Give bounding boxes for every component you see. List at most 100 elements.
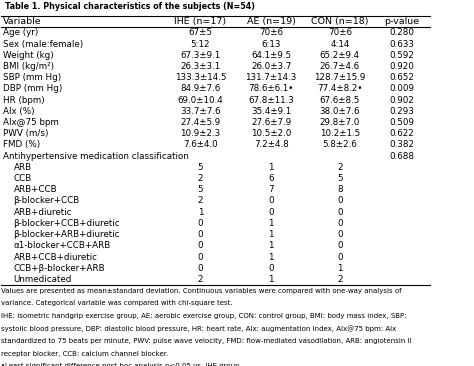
Text: 6: 6: [268, 174, 274, 183]
Text: Antihypertensive medication classification: Antihypertensive medication classificati…: [3, 152, 189, 161]
Text: Weight (kg): Weight (kg): [3, 51, 54, 60]
Text: β-blocker+CCB: β-blocker+CCB: [14, 197, 80, 205]
Text: 26.7±4.6: 26.7±4.6: [320, 62, 360, 71]
Text: 0: 0: [198, 241, 203, 250]
Text: 2: 2: [337, 275, 343, 284]
Text: 67.3±9.1: 67.3±9.1: [180, 51, 220, 60]
Text: 69.0±10.4: 69.0±10.4: [177, 96, 223, 105]
Text: FMD (%): FMD (%): [3, 141, 40, 149]
Text: 2: 2: [198, 275, 203, 284]
Text: α1-blocker+CCB+ARB: α1-blocker+CCB+ARB: [14, 241, 111, 250]
Text: ARB+CCB: ARB+CCB: [14, 185, 57, 194]
Text: variance. Categorical variable was compared with chi-square test.: variance. Categorical variable was compa…: [0, 300, 232, 306]
Text: CON (n=18): CON (n=18): [311, 17, 369, 26]
Text: Unmedicated: Unmedicated: [14, 275, 72, 284]
Text: 10.9±2.3: 10.9±2.3: [180, 129, 220, 138]
Text: IHE: isometric handgrip exercise group, AE: aerobic exercise group, CON: control: IHE: isometric handgrip exercise group, …: [0, 313, 406, 319]
Text: Age (yr): Age (yr): [3, 28, 38, 37]
Text: 0: 0: [268, 208, 274, 217]
Text: 5:12: 5:12: [191, 40, 210, 49]
Text: AE (n=19): AE (n=19): [247, 17, 296, 26]
Text: 0: 0: [198, 219, 203, 228]
Text: 64.1±9.5: 64.1±9.5: [251, 51, 291, 60]
Text: 0.902: 0.902: [390, 96, 415, 105]
Text: 78.6±6.1•: 78.6±6.1•: [248, 84, 294, 93]
Text: 5: 5: [337, 174, 343, 183]
Text: IHE (n=17): IHE (n=17): [174, 17, 227, 26]
Text: AIx (%): AIx (%): [3, 107, 35, 116]
Text: 2: 2: [198, 174, 203, 183]
Text: 0: 0: [337, 197, 343, 205]
Text: 0: 0: [198, 230, 203, 239]
Text: 67.8±11.3: 67.8±11.3: [248, 96, 294, 105]
Text: 70±6: 70±6: [259, 28, 283, 37]
Text: DBP (mm Hg): DBP (mm Hg): [3, 84, 62, 93]
Text: 133.3±14.5: 133.3±14.5: [174, 73, 226, 82]
Text: 1: 1: [268, 241, 274, 250]
Text: 0.009: 0.009: [390, 84, 415, 93]
Text: 35.4±9.1: 35.4±9.1: [251, 107, 292, 116]
Text: 128.7±15.9: 128.7±15.9: [314, 73, 365, 82]
Text: 1: 1: [268, 219, 274, 228]
Text: 65.2±9.4: 65.2±9.4: [320, 51, 360, 60]
Text: Sex (male:female): Sex (male:female): [3, 40, 83, 49]
Text: •Least significant difference post-hoc analysis p<0.05 vs. IHE group.: •Least significant difference post-hoc a…: [0, 363, 241, 366]
Text: 0.293: 0.293: [390, 107, 415, 116]
Text: 4:14: 4:14: [330, 40, 349, 49]
Text: CCB: CCB: [14, 174, 32, 183]
Text: 0.920: 0.920: [390, 62, 415, 71]
Text: 67±5: 67±5: [188, 28, 212, 37]
Text: Table 1. Physical characteristics of the subjects (N=54): Table 1. Physical characteristics of the…: [5, 2, 255, 11]
Text: SBP (mm Hg): SBP (mm Hg): [3, 73, 61, 82]
Text: 0.622: 0.622: [390, 129, 414, 138]
Text: receptor blocker, CCB: calcium channel blocker.: receptor blocker, CCB: calcium channel b…: [0, 351, 168, 356]
Text: 10.2±1.5: 10.2±1.5: [320, 129, 360, 138]
Text: 0.382: 0.382: [390, 141, 415, 149]
Text: 0.509: 0.509: [390, 118, 415, 127]
Text: 0.652: 0.652: [390, 73, 415, 82]
Text: 1: 1: [268, 253, 274, 262]
Text: 1: 1: [337, 264, 343, 273]
Text: 1: 1: [268, 275, 274, 284]
Text: 10.5±2.0: 10.5±2.0: [251, 129, 292, 138]
Text: 7: 7: [268, 185, 274, 194]
Text: 5: 5: [198, 163, 203, 172]
Text: AIx@75 bpm: AIx@75 bpm: [3, 118, 59, 127]
Text: BMI (kg/m²): BMI (kg/m²): [3, 62, 54, 71]
Text: 7.6±4.0: 7.6±4.0: [183, 141, 218, 149]
Text: 0.280: 0.280: [390, 28, 415, 37]
Text: 0: 0: [268, 264, 274, 273]
Text: 0.688: 0.688: [390, 152, 415, 161]
Text: 0.633: 0.633: [390, 40, 415, 49]
Text: 7.2±4.8: 7.2±4.8: [254, 141, 289, 149]
Text: p-value: p-value: [384, 17, 419, 26]
Text: 26.0±3.7: 26.0±3.7: [251, 62, 292, 71]
Text: 84.9±7.6: 84.9±7.6: [180, 84, 220, 93]
Text: 77.4±8.2•: 77.4±8.2•: [317, 84, 363, 93]
Text: 27.4±5.9: 27.4±5.9: [180, 118, 220, 127]
Text: 70±6: 70±6: [328, 28, 352, 37]
Text: β-blocker+ARB+diuretic: β-blocker+ARB+diuretic: [14, 230, 120, 239]
Text: PWV (m/s): PWV (m/s): [3, 129, 48, 138]
Text: standardized to 75 beats per minute, PWV: pulse wave velocity, FMD: flow-mediate: standardized to 75 beats per minute, PWV…: [0, 338, 411, 344]
Text: 0: 0: [337, 219, 343, 228]
Text: 1: 1: [268, 163, 274, 172]
Text: 29.8±7.0: 29.8±7.0: [319, 118, 360, 127]
Text: 0: 0: [337, 230, 343, 239]
Text: β-blocker+CCB+diuretic: β-blocker+CCB+diuretic: [14, 219, 120, 228]
Text: ARB+CCB+diuretic: ARB+CCB+diuretic: [14, 253, 98, 262]
Text: 8: 8: [337, 185, 343, 194]
Text: 27.6±7.9: 27.6±7.9: [251, 118, 292, 127]
Text: 0: 0: [198, 253, 203, 262]
Text: 38.0±7.6: 38.0±7.6: [319, 107, 360, 116]
Text: 5: 5: [198, 185, 203, 194]
Text: 2: 2: [337, 163, 343, 172]
Text: 5.8±2.6: 5.8±2.6: [322, 141, 357, 149]
Text: 1: 1: [268, 230, 274, 239]
Text: 26.3±3.1: 26.3±3.1: [180, 62, 220, 71]
Text: 0: 0: [268, 197, 274, 205]
Text: ARB+diuretic: ARB+diuretic: [14, 208, 72, 217]
Text: 0: 0: [198, 264, 203, 273]
Text: Values are presented as mean±standard deviation. Continuous variables were compa: Values are presented as mean±standard de…: [0, 288, 401, 294]
Text: ARB: ARB: [14, 163, 32, 172]
